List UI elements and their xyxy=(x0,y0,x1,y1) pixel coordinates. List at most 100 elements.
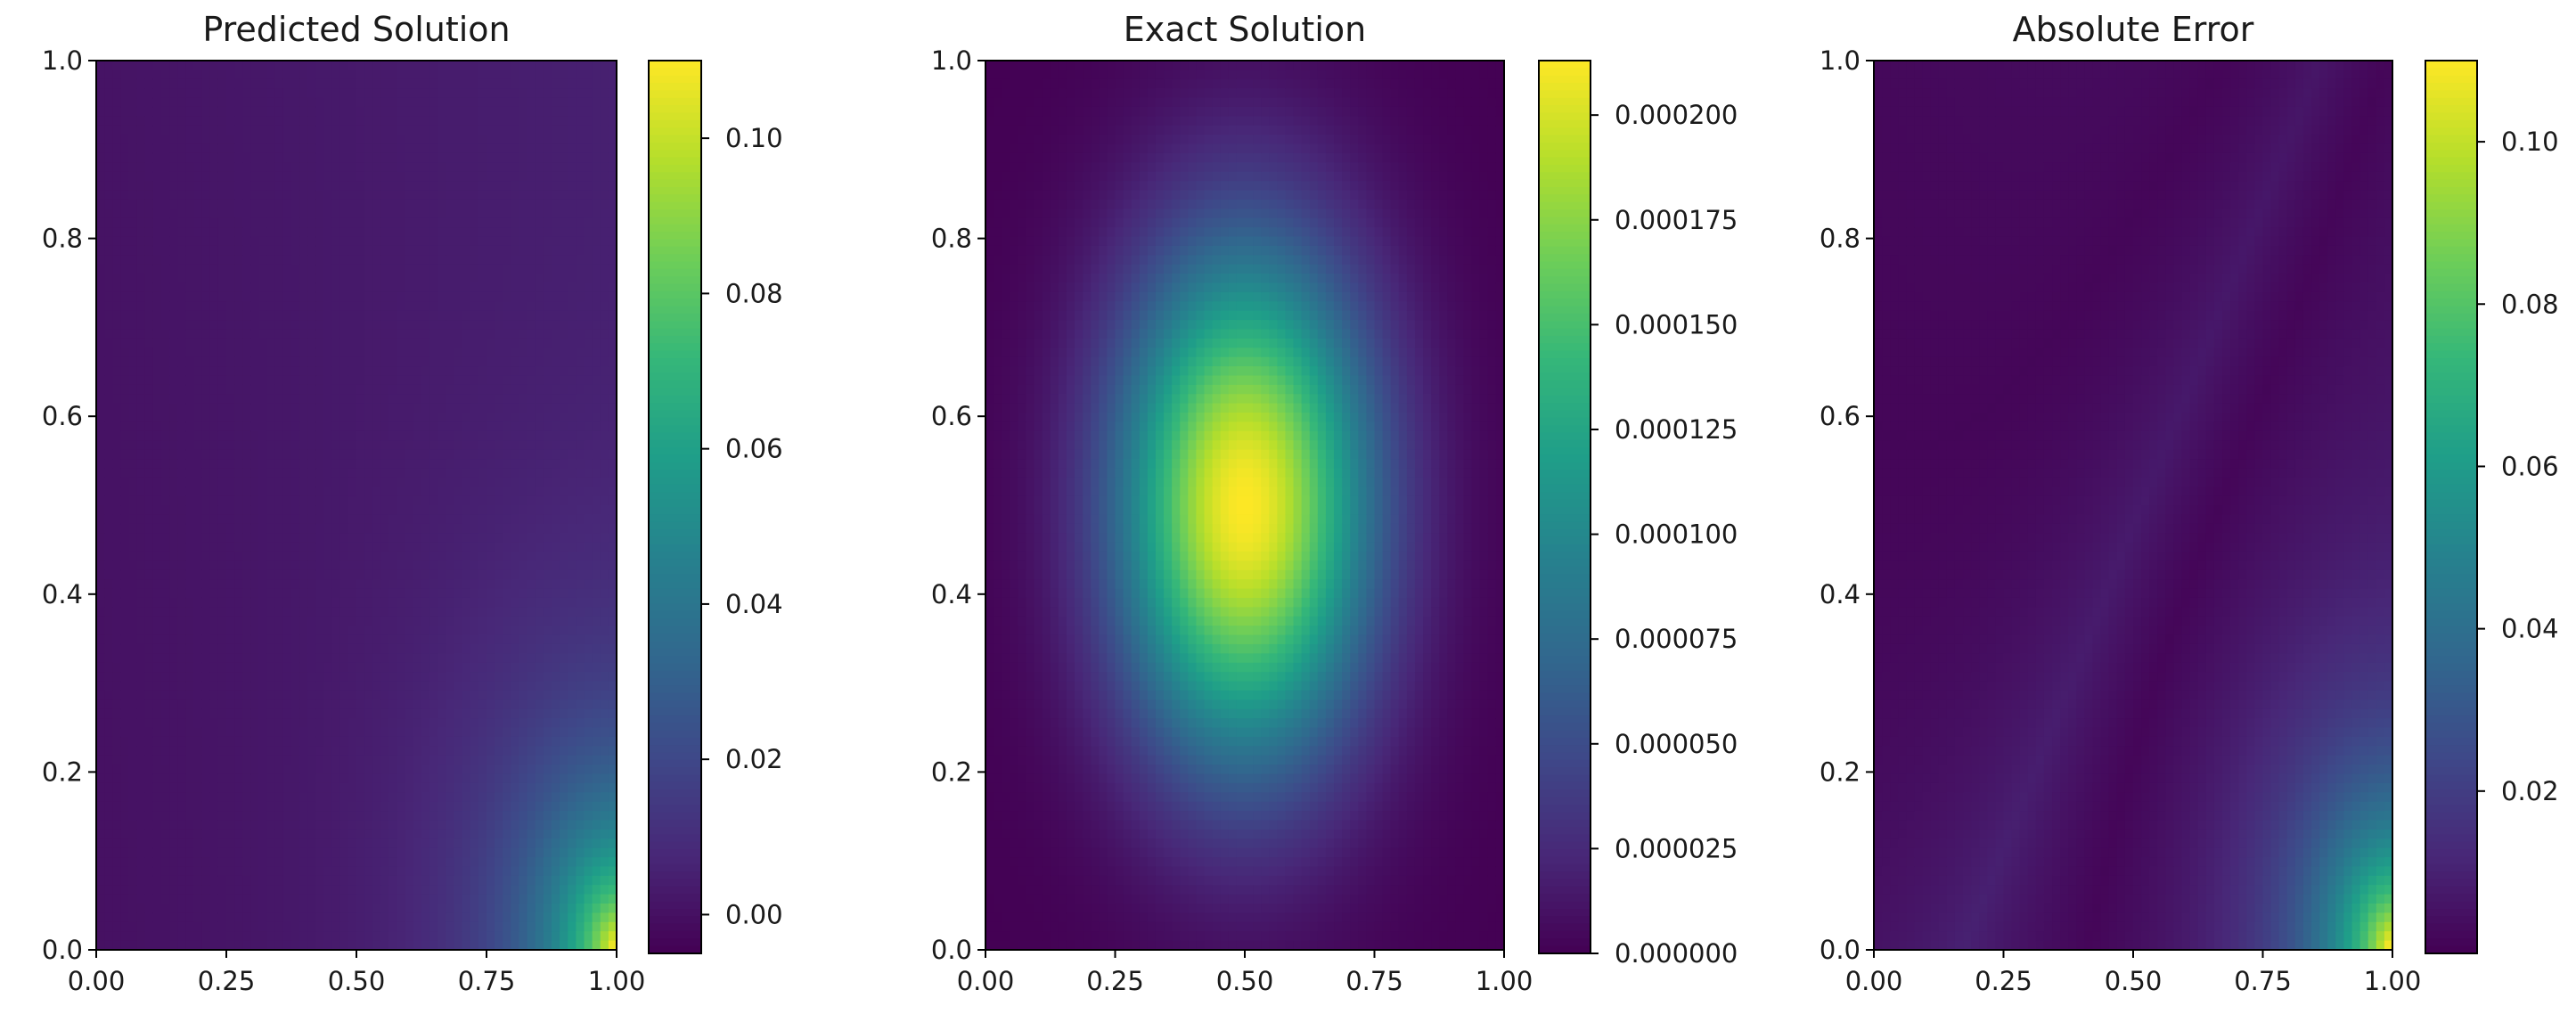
heatmap-cell xyxy=(413,904,422,913)
heatmap-cell xyxy=(185,459,194,469)
heatmap-cell xyxy=(234,626,243,635)
heatmap-cell xyxy=(413,218,422,228)
heatmap-cell xyxy=(210,765,219,774)
heatmap-cell xyxy=(112,496,121,506)
heatmap-cell xyxy=(487,579,495,589)
heatmap-cell xyxy=(234,617,243,626)
heatmap-cell xyxy=(267,88,276,98)
heatmap-cell xyxy=(153,792,162,802)
heatmap-cell xyxy=(283,876,292,886)
heatmap-cell xyxy=(177,617,186,626)
heatmap-cell xyxy=(462,385,471,395)
heatmap-cell xyxy=(389,931,398,941)
heatmap-cell xyxy=(104,709,113,719)
heatmap-cell xyxy=(120,70,129,79)
heatmap-cell xyxy=(380,895,389,904)
heatmap-cell xyxy=(324,320,333,330)
heatmap-cell xyxy=(153,301,162,311)
heatmap-cell xyxy=(511,543,519,552)
heatmap-cell xyxy=(218,524,227,534)
heatmap-cell xyxy=(446,172,454,182)
heatmap-cell xyxy=(348,653,357,663)
heatmap-cell xyxy=(104,348,113,357)
heatmap-cell xyxy=(421,709,430,719)
heatmap-cell xyxy=(120,61,129,70)
heatmap-cell xyxy=(169,644,178,654)
heatmap-cell xyxy=(275,922,284,932)
heatmap-cell xyxy=(324,385,333,395)
heatmap-cell xyxy=(299,912,308,922)
heatmap-cell xyxy=(104,866,113,876)
heatmap-cell xyxy=(291,885,300,895)
heatmap-cell xyxy=(421,746,430,756)
heatmap-cell xyxy=(120,116,129,126)
heatmap-cell xyxy=(487,394,495,404)
heatmap-cell xyxy=(470,524,479,534)
heatmap-cell xyxy=(332,598,341,608)
heatmap-cell xyxy=(446,820,454,830)
heatmap-cell xyxy=(503,699,511,709)
heatmap-cell xyxy=(356,830,365,839)
heatmap-cell xyxy=(332,79,341,89)
heatmap-cell xyxy=(234,311,243,321)
heatmap-cell xyxy=(372,431,381,441)
heatmap-cell xyxy=(161,653,170,663)
heatmap-cell xyxy=(462,904,471,913)
heatmap-cell xyxy=(283,895,292,904)
heatmap-cell xyxy=(250,663,259,673)
heatmap-cell xyxy=(267,728,276,738)
heatmap-cell xyxy=(421,181,430,191)
heatmap-cell xyxy=(291,682,300,691)
heatmap-cell xyxy=(194,79,203,89)
heatmap-cell xyxy=(177,635,186,645)
heatmap-cell xyxy=(413,709,422,719)
heatmap-cell xyxy=(250,375,259,385)
heatmap-cell xyxy=(210,283,219,293)
heatmap-cell xyxy=(218,709,227,719)
heatmap-cell xyxy=(291,663,300,673)
heatmap-cell xyxy=(454,514,463,524)
heatmap-cell xyxy=(421,876,430,886)
heatmap-cell xyxy=(438,543,446,552)
heatmap-cell xyxy=(194,756,203,765)
heatmap-cell xyxy=(234,153,243,163)
heatmap-cell xyxy=(307,468,316,478)
heatmap-cell xyxy=(348,311,357,321)
heatmap-cell xyxy=(259,357,268,367)
heatmap-cell xyxy=(96,783,105,793)
heatmap-cell xyxy=(340,394,349,404)
heatmap-cell xyxy=(299,329,308,339)
heatmap-cell xyxy=(405,783,414,793)
heatmap-cell xyxy=(259,135,268,144)
heatmap-cell xyxy=(487,709,495,719)
heatmap-cell xyxy=(438,135,446,144)
heatmap-cell xyxy=(511,385,519,395)
heatmap-cell xyxy=(421,552,430,561)
heatmap-cell xyxy=(397,922,406,932)
heatmap-cell xyxy=(129,552,138,561)
heatmap-cell xyxy=(421,514,430,524)
heatmap-cell xyxy=(372,209,381,218)
heatmap-cell xyxy=(454,811,463,821)
heatmap-cell xyxy=(291,191,300,200)
heatmap-cell xyxy=(210,413,219,422)
heatmap-cell xyxy=(242,895,251,904)
heatmap-cell xyxy=(291,404,300,413)
heatmap-cell xyxy=(145,838,154,848)
heatmap-cell xyxy=(153,876,162,886)
heatmap-cell xyxy=(202,246,211,256)
heatmap-cell xyxy=(438,792,446,802)
heatmap-cell xyxy=(454,292,463,302)
heatmap-cell xyxy=(202,283,211,293)
heatmap-cell xyxy=(104,339,113,348)
heatmap-cell xyxy=(129,857,138,867)
heatmap-cell xyxy=(511,181,519,191)
heatmap-cell xyxy=(405,431,414,441)
heatmap-cell xyxy=(145,320,154,330)
heatmap-cell xyxy=(446,598,454,608)
heatmap-cell xyxy=(112,227,121,237)
heatmap-cell xyxy=(340,773,349,783)
heatmap-cell xyxy=(194,116,203,126)
heatmap-cell xyxy=(242,838,251,848)
heatmap-cell xyxy=(356,339,365,348)
